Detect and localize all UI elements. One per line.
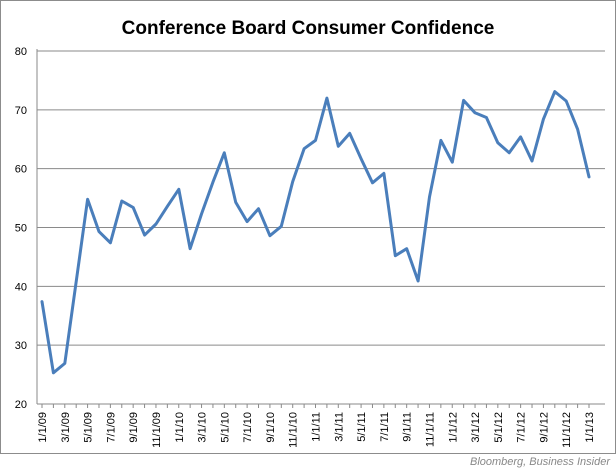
x-tick-label-1: 3/1/09 <box>60 412 72 443</box>
data-point-27 <box>348 132 351 135</box>
x-tick-label-8: 5/1/10 <box>219 412 231 443</box>
data-point-45 <box>553 90 556 93</box>
x-tick-label-10: 9/1/10 <box>265 412 277 443</box>
data-point-8 <box>132 206 135 209</box>
data-point-46 <box>565 100 568 103</box>
data-point-5 <box>97 230 100 233</box>
x-tick-label-18: 1/1/12 <box>447 412 459 443</box>
data-point-6 <box>109 241 112 244</box>
x-tick-label-24: 1/1/13 <box>584 412 596 443</box>
x-tick-label-13: 3/1/11 <box>333 412 345 442</box>
data-point-41 <box>508 151 511 154</box>
y-tick-label-30: 30 <box>15 340 27 352</box>
data-point-44 <box>542 118 545 121</box>
source-note: Bloomberg, Business Insider <box>469 456 610 468</box>
data-point-19 <box>257 207 260 210</box>
x-tick-label-12: 1/1/11 <box>311 412 323 442</box>
x-tick-label-20: 5/1/12 <box>493 412 505 443</box>
chart-title: Conference Board Consumer Confidence <box>121 18 495 39</box>
data-point-20 <box>268 234 271 237</box>
series-line <box>40 90 591 375</box>
data-point-48 <box>588 175 591 178</box>
x-tick-label-17: 11/1/11 <box>424 412 436 447</box>
x-tick-label-23: 11/1/12 <box>561 412 573 448</box>
line-chart: 20 30 40 50 60 70 80 1/1/09 3/1/09 5/1/09 7/1/09 9/… <box>15 46 605 448</box>
x-tick-label-19: 3/1/12 <box>470 412 482 443</box>
data-point-0 <box>41 300 44 303</box>
data-point-17 <box>234 201 237 204</box>
data-point-38 <box>474 111 477 114</box>
data-point-14 <box>200 212 203 215</box>
data-point-33 <box>417 280 420 283</box>
data-point-23 <box>303 147 306 150</box>
data-point-18 <box>246 220 249 223</box>
x-tick-label-14: 5/1/11 <box>356 412 368 442</box>
data-point-7 <box>120 200 123 203</box>
y-tick-label-80: 80 <box>15 46 27 58</box>
data-point-36 <box>451 161 454 164</box>
data-point-37 <box>462 99 465 102</box>
x-tick-label-16: 9/1/11 <box>402 412 414 442</box>
data-point-12 <box>177 188 180 191</box>
data-point-15 <box>211 181 214 184</box>
data-point-21 <box>280 225 283 228</box>
x-tick-label-5: 11/1/09 <box>151 412 163 448</box>
x-tick-label-0: 1/1/09 <box>37 412 49 443</box>
data-point-34 <box>428 195 431 198</box>
data-point-30 <box>382 172 385 175</box>
data-point-43 <box>531 160 534 163</box>
y-tick-label-20: 20 <box>15 399 27 411</box>
data-point-10 <box>154 222 157 225</box>
x-tick-label-7: 3/1/10 <box>197 412 209 443</box>
data-point-32 <box>405 247 408 250</box>
data-point-28 <box>360 157 363 160</box>
data-point-24 <box>314 139 317 142</box>
data-point-22 <box>291 180 294 183</box>
x-tick-label-4: 9/1/09 <box>128 412 140 443</box>
data-point-3 <box>75 280 78 283</box>
x-tick-label-9: 7/1/10 <box>242 412 254 443</box>
data-point-29 <box>371 181 374 184</box>
data-point-9 <box>143 234 146 237</box>
data-point-25 <box>325 97 328 100</box>
x-tick-label-22: 9/1/12 <box>538 412 550 443</box>
data-point-11 <box>166 205 169 208</box>
data-point-39 <box>485 116 488 119</box>
x-tick-label-21: 7/1/12 <box>516 412 528 443</box>
data-point-13 <box>189 247 192 250</box>
x-tick-label-6: 1/1/10 <box>174 412 186 443</box>
chart-frame: Conference Board Consumer Confidence 20 3… <box>0 0 616 454</box>
x-tick-label-11: 11/1/10 <box>288 412 300 448</box>
y-tick-label-60: 60 <box>15 164 27 176</box>
x-tick-label-2: 5/1/09 <box>83 412 95 443</box>
y-tick-label-40: 40 <box>15 281 27 293</box>
y-tick-label-70: 70 <box>15 105 27 117</box>
x-tick-label-3: 7/1/09 <box>105 412 117 443</box>
data-point-2 <box>63 362 66 365</box>
x-tick-label-15: 7/1/11 <box>379 412 391 442</box>
data-point-42 <box>519 135 522 138</box>
data-point-31 <box>394 254 397 257</box>
data-point-4 <box>86 198 89 201</box>
data-point-26 <box>337 145 340 148</box>
data-point-47 <box>576 128 579 131</box>
y-tick-label-50: 50 <box>15 223 27 235</box>
data-point-35 <box>439 139 442 142</box>
data-point-16 <box>223 151 226 154</box>
data-point-1 <box>52 371 55 374</box>
data-point-40 <box>496 141 499 144</box>
